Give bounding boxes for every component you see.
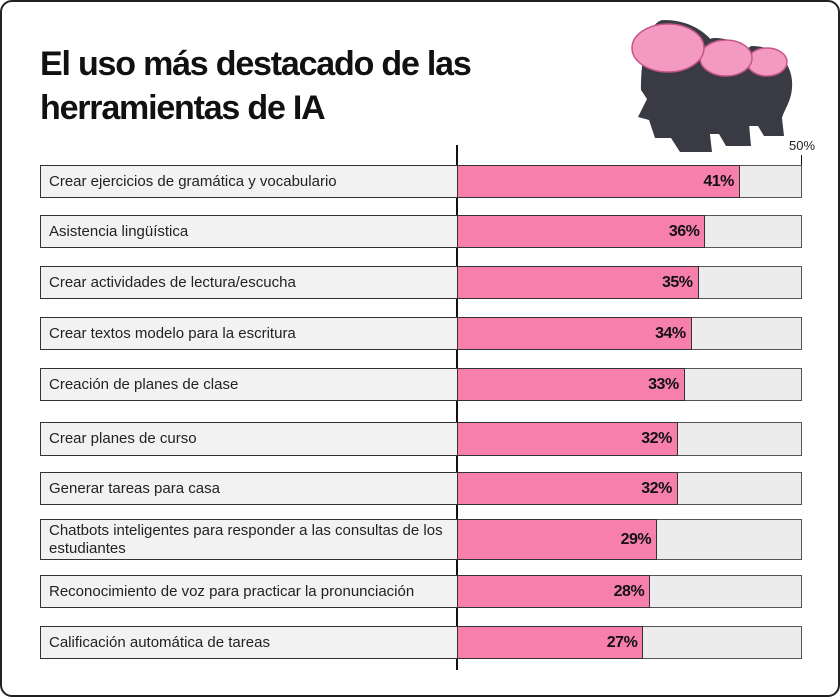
value-label: 41% [703,172,734,190]
bar [457,575,651,608]
category-label: Crear ejercicios de gramática y vocabula… [40,165,458,198]
value-label: 28% [613,582,645,600]
bar [457,215,706,248]
heads-illustration [631,20,793,152]
bar [457,519,658,560]
value-label: 34% [655,324,686,342]
category-label: Generar tareas para casa [40,472,458,505]
tick-mark [801,155,802,170]
value-label: 27% [606,633,638,651]
x-tick-label: 50% [788,138,816,153]
category-label: Creación de planes de clase [40,368,458,401]
category-label: Crear actividades de lectura/escucha [40,266,458,299]
bar [457,317,692,350]
bar [457,368,685,401]
value-label: 33% [648,375,679,393]
bar [457,422,678,456]
category-label: Calificación automática de tareas [40,626,458,659]
category-label: Crear textos modelo para la escritura [40,317,458,350]
value-label: 36% [668,222,700,240]
axis-line [456,145,458,670]
value-label: 32% [641,430,672,447]
bar [457,472,678,505]
value-label: 29% [620,530,652,548]
value-label: 35% [661,273,693,291]
value-label: 32% [641,479,672,497]
bar [457,626,644,659]
category-label: Crear planes de curso [40,422,458,456]
category-label: Chatbots inteligentes para responder a l… [40,519,458,560]
chart-title: El uso más destacado de las herramientas… [40,45,472,127]
category-label: Reconocimiento de voz para practicar la … [40,575,458,608]
category-label: Asistencia lingüística [40,215,458,248]
bar [457,266,699,299]
bar [457,165,740,198]
